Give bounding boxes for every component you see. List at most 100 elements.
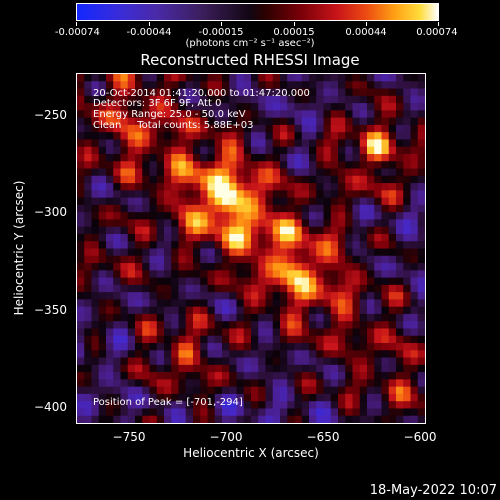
heatmap-cell (207, 175, 216, 184)
heatmap-cell (345, 415, 354, 423)
heatmap-cell (287, 110, 296, 119)
heatmap-cell (156, 343, 165, 351)
heatmap-cell (352, 81, 361, 90)
heatmap-cell (106, 263, 114, 271)
heatmap-cell (142, 168, 151, 177)
heatmap-cell (106, 139, 114, 148)
heatmap-cell (388, 357, 397, 366)
heatmap-cell (120, 168, 129, 177)
heatmap-cell (403, 168, 412, 177)
heatmap-cell (251, 219, 259, 228)
heatmap-cell (243, 321, 252, 330)
heatmap-cell (193, 313, 201, 322)
heatmap-cell (287, 292, 296, 300)
heatmap-cell (243, 219, 252, 228)
heatmap-cell (113, 350, 122, 359)
heatmap-cell (142, 103, 151, 111)
heatmap-cell (207, 146, 216, 155)
heatmap-cell (113, 74, 122, 82)
heatmap-cell (142, 321, 151, 330)
heatmap-cell (149, 190, 158, 199)
heatmap-cell (330, 110, 339, 119)
heatmap-cell (127, 248, 136, 257)
heatmap-cell (207, 292, 216, 300)
heatmap-cell (280, 306, 288, 315)
heatmap-cell (417, 190, 425, 199)
heatmap-cell (287, 270, 296, 279)
heatmap-cell (396, 175, 404, 184)
heatmap-cell (294, 132, 303, 141)
heatmap-cell (156, 372, 165, 380)
heatmap-cell (207, 110, 216, 119)
heatmap-cell (243, 343, 252, 351)
heatmap-cell (77, 328, 85, 337)
heatmap-cell (280, 168, 288, 177)
heatmap-cell (352, 248, 361, 257)
heatmap-cell (214, 197, 223, 206)
heatmap-cell (229, 335, 238, 344)
heatmap-cell (330, 74, 339, 82)
heatmap-cell (164, 103, 172, 111)
heatmap-cell (142, 277, 151, 286)
heatmap-cell (84, 197, 93, 206)
heatmap-cell (200, 277, 209, 286)
heatmap-cell (338, 393, 346, 402)
heatmap-cell (193, 212, 201, 221)
heatmap-cell (127, 277, 136, 286)
heatmap-cell (236, 88, 245, 97)
heatmap-cell (200, 197, 209, 206)
heatmap-cell (403, 197, 412, 206)
heatmap-cell (410, 401, 419, 410)
heatmap-cell (294, 74, 303, 82)
heatmap-cell (381, 263, 390, 271)
heatmap-cell (338, 263, 346, 271)
heatmap-cell (142, 284, 151, 293)
heatmap-cell (229, 408, 238, 417)
heatmap-cell (352, 233, 361, 242)
heatmap-cell (258, 124, 267, 133)
heatmap-cell (403, 350, 412, 359)
heatmap-cell (345, 270, 354, 279)
heatmap-cell (214, 306, 223, 315)
heatmap-cell (120, 204, 129, 213)
heatmap-cell (200, 313, 209, 322)
heatmap-cell (243, 357, 252, 366)
heatmap-cell (127, 321, 136, 330)
heatmap-cell (229, 175, 238, 184)
heatmap-cell (149, 415, 158, 423)
heatmap-cell (222, 117, 230, 126)
heatmap-cell (410, 168, 419, 177)
heatmap-cell (200, 284, 209, 293)
heatmap-cell (156, 255, 165, 264)
heatmap-cell (164, 110, 172, 119)
heatmap-cell (98, 386, 107, 395)
heatmap-cell (164, 357, 172, 366)
heatmap-cell (185, 124, 194, 133)
heatmap-cell (142, 124, 151, 133)
heatmap-cell (272, 248, 281, 257)
heatmap-cell (98, 321, 107, 330)
heatmap-cell (294, 313, 303, 322)
heatmap-cell (272, 183, 281, 191)
heatmap-cell (338, 204, 346, 213)
heatmap-cell (171, 146, 180, 155)
heatmap-cell (127, 306, 136, 315)
heatmap-cell (171, 299, 180, 308)
heatmap-cell (236, 132, 245, 141)
heatmap-cell (374, 372, 383, 380)
heatmap-cell (193, 321, 201, 330)
heatmap-cell (272, 241, 281, 250)
heatmap-cell (323, 139, 332, 148)
heatmap-cell (323, 212, 332, 221)
heatmap-cell (345, 393, 354, 402)
heatmap-cell (251, 124, 259, 133)
heatmap-cell (164, 313, 172, 322)
heatmap-cell (77, 197, 85, 206)
heatmap-cell (142, 110, 151, 119)
heatmap-cell (171, 110, 180, 119)
heatmap-cell (258, 146, 267, 155)
heatmap-cell (352, 328, 361, 337)
heatmap-cell (359, 393, 368, 402)
heatmap-cell (410, 212, 419, 221)
heatmap-cell (287, 88, 296, 97)
